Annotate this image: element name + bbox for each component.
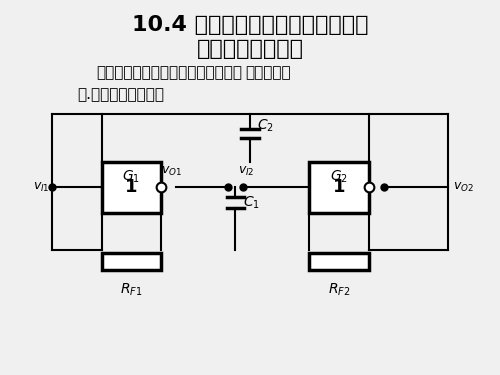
Text: $C_2$: $C_2$ — [258, 117, 274, 134]
Text: 1: 1 — [125, 178, 138, 196]
Text: $R_{F2}$: $R_{F2}$ — [328, 282, 350, 298]
Text: 能产生矩形脉冲的自激振荡电路叫做: 能产生矩形脉冲的自激振荡电路叫做 — [96, 66, 242, 81]
Text: 要外加触发信号）: 要外加触发信号） — [196, 39, 304, 59]
Text: 10.4 多谐振荡器（自激振荡，不需: 10.4 多谐振荡器（自激振荡，不需 — [132, 15, 368, 35]
Text: 1: 1 — [333, 178, 345, 196]
Bar — [310, 253, 368, 270]
Text: 多谐振荡器: 多谐振荡器 — [245, 66, 290, 81]
Text: $v_{I1}$: $v_{I1}$ — [33, 181, 50, 194]
Bar — [102, 253, 161, 270]
Text: 一.对称式多谐振荡器: 一.对称式多谐振荡器 — [77, 88, 164, 103]
Text: $v_{O2}$: $v_{O2}$ — [452, 181, 473, 194]
Text: $G_1$: $G_1$ — [122, 169, 140, 185]
Bar — [102, 162, 161, 213]
Text: $v_{O1}$: $v_{O1}$ — [162, 165, 182, 178]
Bar — [310, 162, 368, 213]
Text: $R_{F1}$: $R_{F1}$ — [120, 282, 142, 298]
Text: $v_{I2}$: $v_{I2}$ — [238, 165, 254, 178]
Text: $G_2$: $G_2$ — [330, 169, 348, 185]
Text: $C_1$: $C_1$ — [242, 194, 260, 211]
